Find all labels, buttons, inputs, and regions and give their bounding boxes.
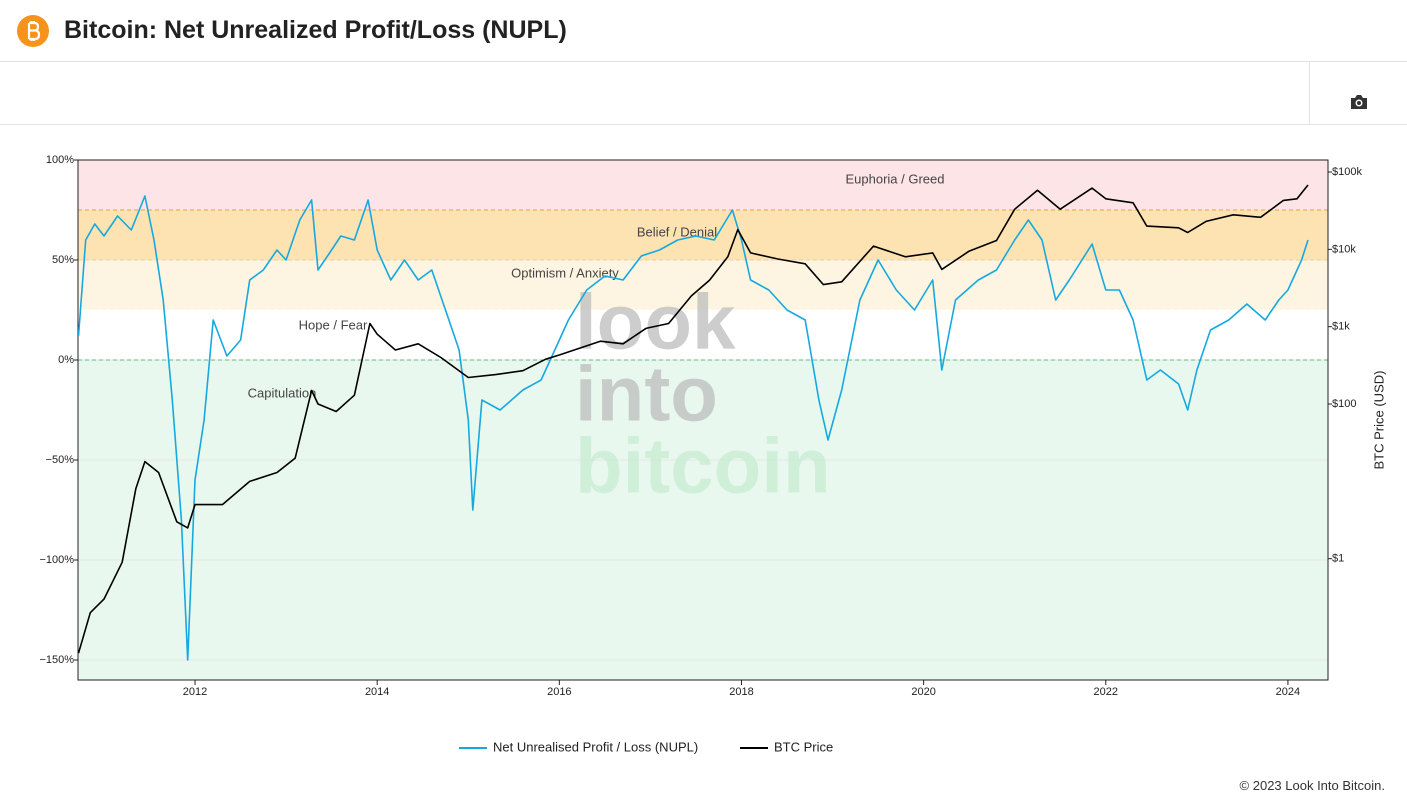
- x-tick-label: 2024: [1276, 686, 1300, 698]
- watermark: look: [575, 278, 736, 366]
- zone-band: [78, 210, 1328, 260]
- zone-band: [78, 360, 1328, 680]
- camera-button[interactable]: [1349, 93, 1369, 111]
- zone-label: Capitulation: [248, 385, 317, 400]
- x-tick-label: 2018: [729, 686, 753, 698]
- divider: [1309, 62, 1310, 124]
- watermark: bitcoin: [575, 422, 831, 510]
- y2-tick-label: $10k: [1332, 243, 1356, 255]
- page-title: Bitcoin: Net Unrealized Profit/Loss (NUP…: [64, 16, 567, 44]
- x-tick-label: 2012: [183, 686, 207, 698]
- x-tick-label: 2016: [547, 686, 571, 698]
- y2-tick-label: $1k: [1332, 321, 1350, 333]
- x-tick-label: 2014: [365, 686, 389, 698]
- y-tick-label: 50%: [52, 254, 74, 266]
- zone-label: Euphoria / Greed: [845, 171, 944, 186]
- zone-band: [78, 310, 1328, 360]
- zone-band: [78, 160, 1328, 210]
- y2-tick-label: $100: [1332, 398, 1356, 410]
- zone-label: Hope / Fear: [299, 317, 368, 332]
- footer: © 2023 Look Into Bitcoin.: [1239, 778, 1385, 793]
- bitcoin-icon: [17, 15, 49, 47]
- y-tick-label: 0%: [58, 354, 74, 366]
- legend-label: BTC Price: [774, 739, 833, 754]
- plot-frame: [77, 159, 1329, 681]
- zone-label: Belief / Denial: [637, 224, 717, 239]
- y2-tick-label: $100k: [1332, 166, 1362, 178]
- y2-tick-label: $1: [1332, 553, 1344, 565]
- zone-label: Optimism / Anxiety: [511, 265, 619, 280]
- y-tick-label: −150%: [39, 654, 74, 666]
- legend-label: Net Unrealised Profit / Loss (NUPL): [493, 739, 698, 754]
- x-tick-label: 2020: [911, 686, 935, 698]
- y-tick-label: 100%: [46, 154, 74, 166]
- watermark: into: [575, 350, 718, 438]
- x-tick-label: 2022: [1094, 686, 1118, 698]
- y2-axis-label: BTC Price (USD): [1371, 371, 1386, 470]
- toolbar: [0, 62, 1407, 125]
- series-line: [78, 184, 1309, 654]
- y-tick-label: −50%: [46, 454, 75, 466]
- y-tick-label: −100%: [39, 554, 74, 566]
- header: Bitcoin: Net Unrealized Profit/Loss (NUP…: [0, 0, 1407, 62]
- series-line: [78, 195, 1309, 661]
